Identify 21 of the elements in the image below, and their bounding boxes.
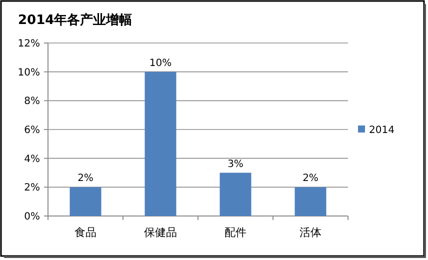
y-tick-label: 12% — [18, 38, 40, 50]
y-tick-label: 4% — [24, 154, 40, 165]
text: 3% — [228, 158, 244, 170]
x-tick-label: 配件 — [224, 226, 246, 239]
x-tick-label: 活体 — [300, 226, 322, 239]
bar — [70, 187, 102, 216]
y-tick-label: 2% — [24, 182, 40, 194]
y-tick-label: 10% — [18, 67, 40, 78]
x-tick-label: 保健品 — [144, 226, 177, 239]
bar — [220, 172, 252, 216]
text: 10% — [149, 58, 172, 69]
y-tick-label: 6% — [24, 125, 40, 136]
text: 2% — [78, 173, 94, 184]
bar — [144, 72, 176, 216]
legend-label: 2014 — [369, 125, 394, 136]
bar — [294, 187, 326, 216]
x-tick-label: 食品 — [74, 226, 96, 239]
chart-title: 2014年各产业增幅 — [18, 12, 132, 28]
text: 2% — [302, 173, 318, 184]
y-tick-label: 8% — [24, 96, 40, 108]
y-tick-label: 0% — [24, 212, 40, 222]
